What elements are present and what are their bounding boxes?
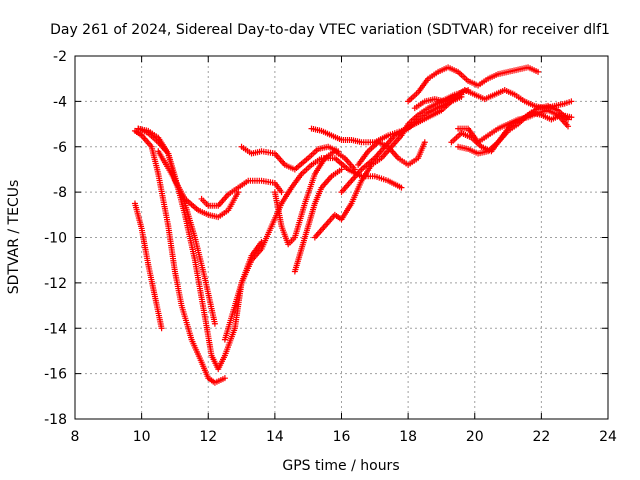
data-series xyxy=(131,64,575,386)
series-arc-8 xyxy=(238,143,342,173)
data-point xyxy=(565,116,572,123)
y-tick-label: -16 xyxy=(44,367,67,383)
data-point xyxy=(398,184,405,191)
x-tick-label: 20 xyxy=(466,429,484,445)
series-arc-6 xyxy=(198,177,285,209)
data-point xyxy=(568,114,575,121)
x-axis-label: GPS time / hours xyxy=(282,458,399,474)
series-arc-15 xyxy=(405,64,542,105)
y-tick-label: -18 xyxy=(44,412,67,428)
series-arc-7 xyxy=(221,155,405,343)
data-point xyxy=(535,68,542,75)
y-tick-label: -8 xyxy=(53,185,67,201)
series-arc-19 xyxy=(455,107,572,146)
data-point xyxy=(458,93,465,100)
y-tick-label: -6 xyxy=(53,140,67,156)
data-point xyxy=(351,166,358,173)
x-tick-label: 22 xyxy=(532,429,550,445)
series-arc-9 xyxy=(271,148,358,248)
series-arc-16 xyxy=(411,87,575,112)
x-tick-label: 10 xyxy=(133,429,151,445)
x-tick-label: 12 xyxy=(199,429,217,445)
x-tick-label: 24 xyxy=(599,429,617,445)
x-tick-label: 16 xyxy=(333,429,351,445)
series-arc-1 xyxy=(131,200,165,332)
series-arc-2 xyxy=(131,127,228,386)
data-point xyxy=(565,123,572,130)
series-arc-10 xyxy=(291,166,345,275)
data-point xyxy=(278,189,285,196)
series-arc-5 xyxy=(155,148,242,221)
x-tick-label: 14 xyxy=(266,429,284,445)
y-tick-label: -4 xyxy=(53,94,67,110)
x-tick-label: 18 xyxy=(399,429,417,445)
data-point xyxy=(568,98,575,105)
chart-title: Day 261 of 2024, Sidereal Day-to-day VTE… xyxy=(50,22,610,38)
data-point xyxy=(221,375,228,382)
data-point xyxy=(211,320,218,327)
y-tick-label: -2 xyxy=(53,49,67,65)
data-point xyxy=(421,139,428,146)
data-point xyxy=(158,325,165,332)
x-tick-label: 8 xyxy=(71,429,80,445)
axis-ticks: 8 10 12 14 16 18 20 22 24 -2 -4 -6 -8 -10 -12 -14 -16 -18 xyxy=(44,49,617,445)
y-tick-label: -14 xyxy=(44,321,67,337)
data-point xyxy=(338,166,345,173)
y-tick-label: -10 xyxy=(44,231,67,247)
series-arc-14 xyxy=(338,93,465,196)
y-tick-label: -12 xyxy=(44,276,67,292)
y-axis-label: SDTVAR / TECUs xyxy=(6,180,22,295)
